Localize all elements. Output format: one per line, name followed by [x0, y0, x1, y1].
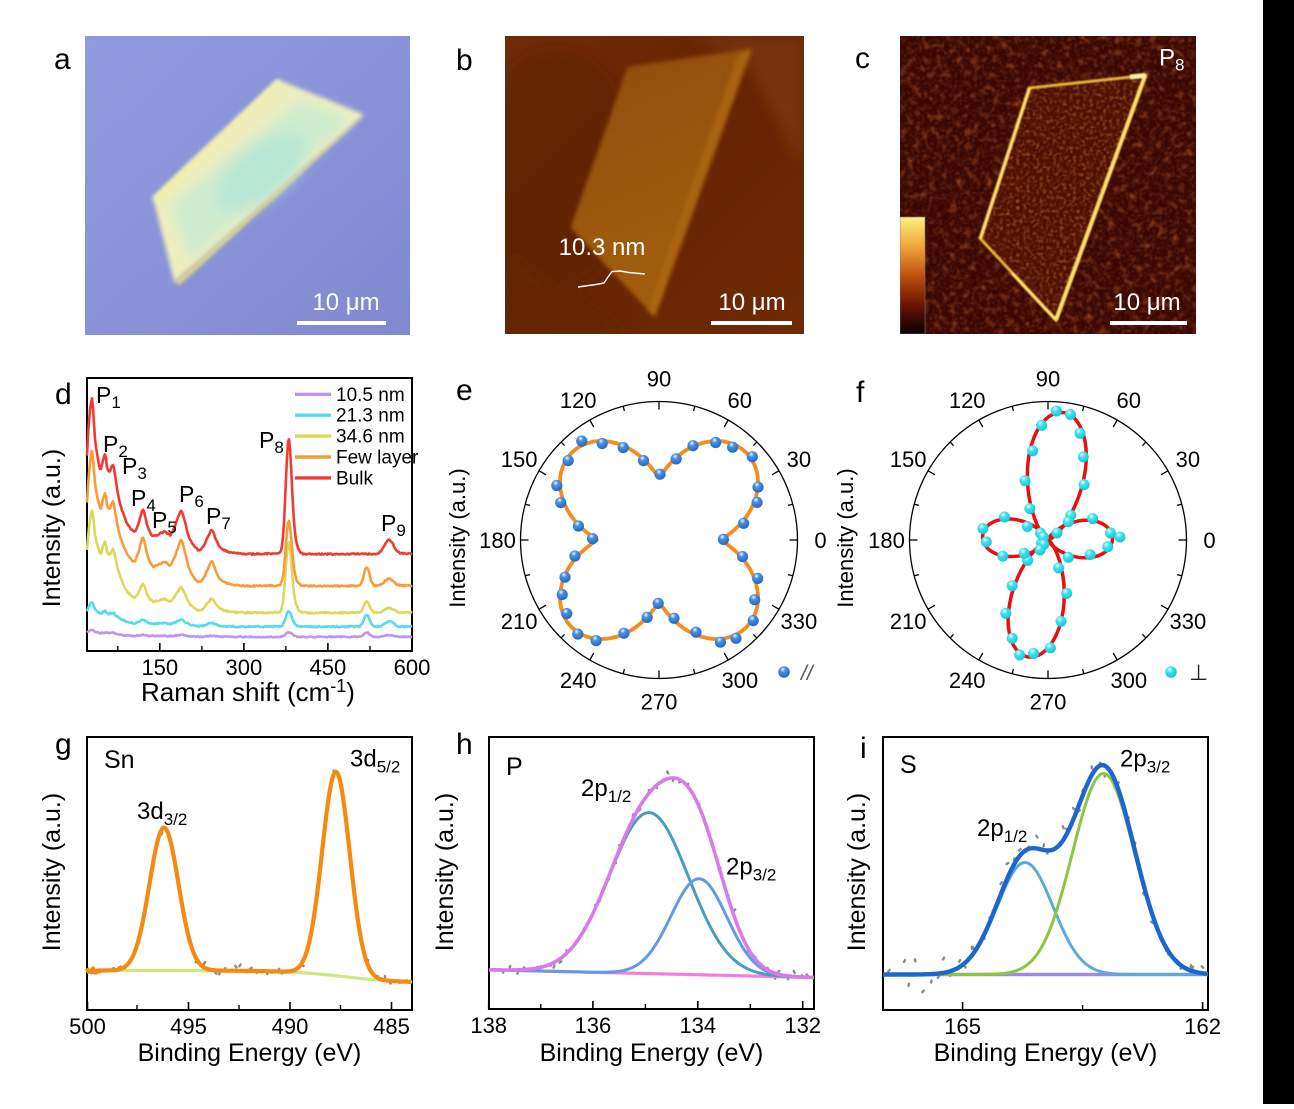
svg-text:b: b	[456, 44, 473, 77]
svg-text:2p3/2: 2p3/2	[1120, 746, 1170, 777]
svg-text:Intensity (a.u.): Intensity (a.u.)	[833, 468, 858, 607]
svg-text:Intensity (a.u.): Intensity (a.u.)	[38, 793, 66, 951]
svg-text:485: 485	[373, 1014, 410, 1039]
svg-text:300: 300	[226, 655, 263, 680]
svg-text:i: i	[860, 732, 867, 765]
svg-text:450: 450	[310, 655, 347, 680]
svg-text:34.6 nm: 34.6 nm	[336, 427, 405, 448]
svg-text:60: 60	[1117, 388, 1141, 413]
svg-text:Raman shift (cm-1): Raman shift (cm-1)	[141, 676, 355, 707]
svg-text:10 μm: 10 μm	[1113, 289, 1180, 316]
svg-text:134: 134	[679, 1013, 716, 1038]
svg-text:S: S	[900, 751, 917, 779]
svg-text:c: c	[855, 42, 870, 75]
svg-text:300: 300	[1110, 668, 1147, 693]
svg-text:240: 240	[560, 668, 597, 693]
svg-text:120: 120	[560, 388, 597, 413]
svg-text:e: e	[456, 374, 473, 407]
svg-text:165: 165	[944, 1014, 981, 1039]
svg-text:136: 136	[575, 1013, 612, 1038]
svg-text:10.5 nm: 10.5 nm	[336, 385, 405, 406]
svg-text:d: d	[55, 378, 72, 411]
svg-text:132: 132	[784, 1013, 821, 1038]
svg-text:Bulk: Bulk	[336, 468, 373, 489]
svg-text:g: g	[55, 728, 72, 761]
svg-text:⊥: ⊥	[1189, 660, 1208, 685]
svg-text:Binding Energy (eV): Binding Energy (eV)	[138, 1039, 362, 1067]
svg-text:330: 330	[781, 609, 818, 634]
svg-text:138: 138	[470, 1013, 507, 1038]
svg-text:180: 180	[479, 528, 516, 553]
svg-text:Intensity (a.u.): Intensity (a.u.)	[445, 468, 470, 607]
svg-text:162: 162	[1184, 1014, 1221, 1039]
svg-text:210: 210	[501, 609, 538, 634]
svg-text:600: 600	[394, 655, 431, 680]
svg-text:490: 490	[272, 1014, 309, 1039]
svg-text:0: 0	[1203, 528, 1215, 553]
svg-text:210: 210	[890, 609, 927, 634]
svg-text://: //	[799, 662, 815, 685]
svg-text:2p1/2: 2p1/2	[977, 815, 1027, 846]
svg-text:330: 330	[1170, 609, 1207, 634]
svg-text:0: 0	[814, 528, 826, 553]
svg-text:180: 180	[868, 528, 905, 553]
svg-text:f: f	[856, 376, 865, 409]
svg-text:2p1/2: 2p1/2	[581, 775, 631, 806]
svg-text:Binding Energy (eV): Binding Energy (eV)	[934, 1039, 1158, 1067]
svg-text:30: 30	[787, 447, 811, 472]
svg-text:10.3 nm: 10.3 nm	[559, 234, 646, 261]
svg-text:300: 300	[721, 668, 758, 693]
svg-text:495: 495	[170, 1014, 207, 1039]
svg-text:Intensity (a.u.): Intensity (a.u.)	[843, 793, 871, 951]
svg-text:240: 240	[949, 668, 986, 693]
svg-text:h: h	[456, 728, 473, 761]
svg-text:500: 500	[69, 1014, 106, 1039]
svg-text:Intensity (a.u.): Intensity (a.u.)	[38, 449, 66, 607]
svg-text:21.3 nm: 21.3 nm	[336, 406, 405, 427]
svg-text:30: 30	[1176, 447, 1200, 472]
svg-text:150: 150	[501, 447, 538, 472]
svg-text:150: 150	[141, 655, 178, 680]
svg-text:270: 270	[1030, 690, 1067, 715]
svg-text:90: 90	[647, 367, 671, 392]
svg-text:Intensity (a.u.): Intensity (a.u.)	[431, 793, 459, 951]
svg-text:270: 270	[641, 690, 678, 715]
svg-text:10 μm: 10 μm	[312, 289, 379, 316]
svg-text:a: a	[54, 43, 71, 76]
svg-text:3d5/2: 3d5/2	[350, 746, 400, 777]
svg-text:Sn: Sn	[104, 746, 135, 774]
svg-text:90: 90	[1036, 367, 1060, 392]
svg-text:P: P	[506, 753, 523, 781]
svg-text:10 μm: 10 μm	[718, 289, 785, 316]
svg-text:Binding Energy (eV): Binding Energy (eV)	[540, 1039, 764, 1067]
svg-text:150: 150	[890, 447, 927, 472]
svg-text:60: 60	[728, 388, 752, 413]
svg-text:Few layer: Few layer	[336, 448, 419, 469]
svg-text:120: 120	[949, 388, 986, 413]
